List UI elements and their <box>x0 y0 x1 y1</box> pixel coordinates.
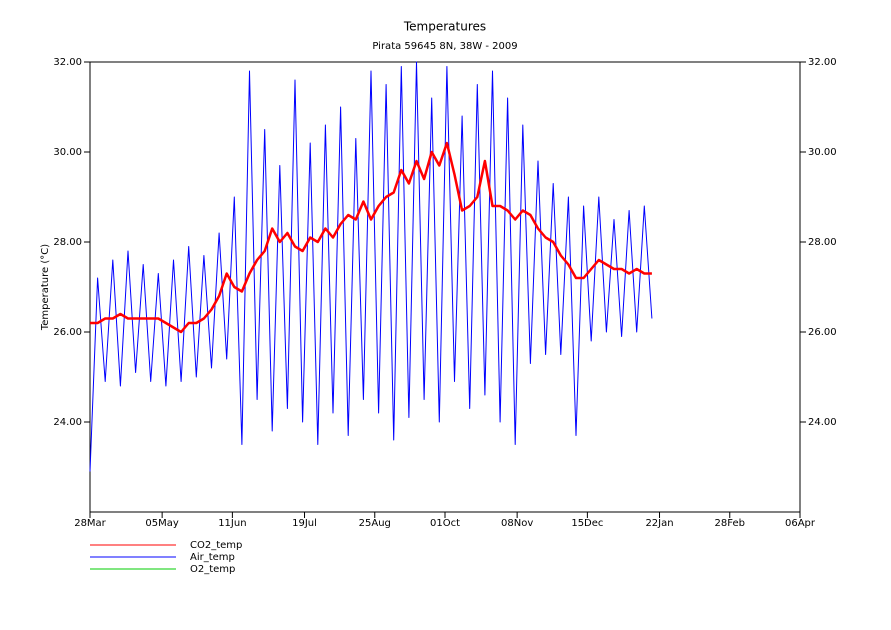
data-line <box>90 141 652 334</box>
x-tick-label: 08Nov <box>501 518 533 529</box>
x-tick-label: 15Dec <box>571 518 603 529</box>
chart-subtitle: Pirata 59645 8N, 38W - 2009 <box>372 41 517 52</box>
x-tick-label: 25Aug <box>359 518 391 529</box>
legend-label: CO2_temp <box>190 540 242 551</box>
y2-tick-label: 26.00 <box>808 327 837 338</box>
x-tick-label: 05May <box>145 518 178 529</box>
y-axis-label: Temperature (°C) <box>40 244 51 331</box>
y-tick-label: 24.00 <box>53 417 82 428</box>
y2-tick-label: 24.00 <box>808 417 837 428</box>
x-tick-label: 01Oct <box>430 518 460 529</box>
data-line <box>89 61 653 472</box>
y-tick-label: 28.00 <box>53 237 82 248</box>
y-tick-label: 30.00 <box>53 147 82 158</box>
x-tick-label: 28Feb <box>715 518 745 529</box>
y-tick-label: 26.00 <box>53 327 82 338</box>
x-tick-label: 28Mar <box>74 518 106 529</box>
legend-label: Air_temp <box>190 552 235 563</box>
plot-frame <box>89 61 801 513</box>
y2-tick-label: 32.00 <box>808 57 837 68</box>
x-tick-label: 22Jan <box>645 518 673 529</box>
y-tick-label: 32.00 <box>53 57 82 68</box>
x-tick-label: 06Apr <box>785 518 816 529</box>
chart-title: Temperatures <box>403 20 486 34</box>
y2-tick-label: 28.00 <box>808 237 837 248</box>
x-tick-label: 19Jul <box>292 518 317 529</box>
x-tick-label: 11Jun <box>218 518 246 529</box>
legend-label: O2_temp <box>190 564 235 575</box>
y2-tick-label: 30.00 <box>808 147 837 158</box>
